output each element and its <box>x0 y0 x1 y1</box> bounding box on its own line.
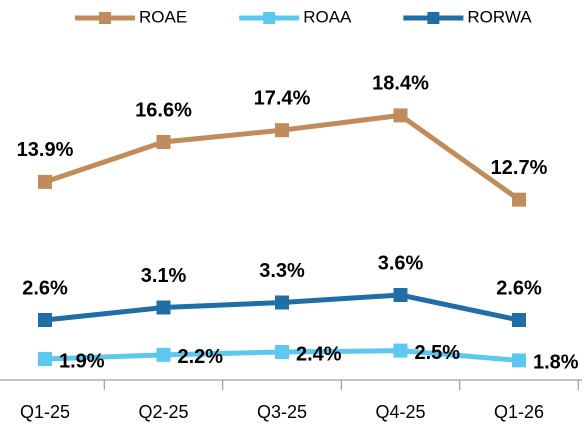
data-point <box>512 353 526 368</box>
x-tick-label: Q2-25 <box>138 402 188 422</box>
data-label: 16.6% <box>135 99 192 121</box>
legend-label: ROAE <box>139 7 187 26</box>
data-label: 13.9% <box>17 139 74 161</box>
x-tick-label: Q1-26 <box>494 402 544 422</box>
legend-marker <box>427 12 440 24</box>
data-point <box>275 345 289 360</box>
data-label: 3.3% <box>259 260 305 282</box>
data-point <box>393 288 408 302</box>
data-point <box>393 343 408 358</box>
legend-marker <box>99 12 111 24</box>
data-label: 2.2% <box>178 346 224 368</box>
data-point <box>275 123 289 138</box>
data-label: 2.5% <box>415 342 461 364</box>
data-point <box>38 174 52 189</box>
data-label: 12.7% <box>491 157 548 179</box>
legend-label: ROAA <box>303 7 352 26</box>
x-tick-label: Q4-25 <box>375 402 425 422</box>
data-label: 18.4% <box>372 73 429 95</box>
legend-marker <box>263 12 276 24</box>
data-label: 3.1% <box>141 265 187 287</box>
data-point <box>393 108 408 123</box>
x-tick-label: Q3-25 <box>257 402 307 422</box>
data-point <box>38 352 52 367</box>
data-label: 2.6% <box>22 277 68 299</box>
legend-label: RORWA <box>467 7 532 26</box>
data-point <box>156 300 171 315</box>
data-point <box>38 313 52 327</box>
data-label: 1.9% <box>59 350 105 372</box>
x-tick-label: Q1-25 <box>20 402 70 422</box>
data-point <box>512 313 526 327</box>
data-label: 2.6% <box>496 277 542 299</box>
data-label: 2.4% <box>296 343 342 365</box>
data-label: 17.4% <box>254 87 311 109</box>
data-point <box>156 135 171 149</box>
data-point <box>156 347 171 362</box>
data-point <box>512 192 526 207</box>
data-label: 3.6% <box>378 252 424 274</box>
data-label: 1.8% <box>533 352 579 374</box>
data-point <box>275 295 289 310</box>
